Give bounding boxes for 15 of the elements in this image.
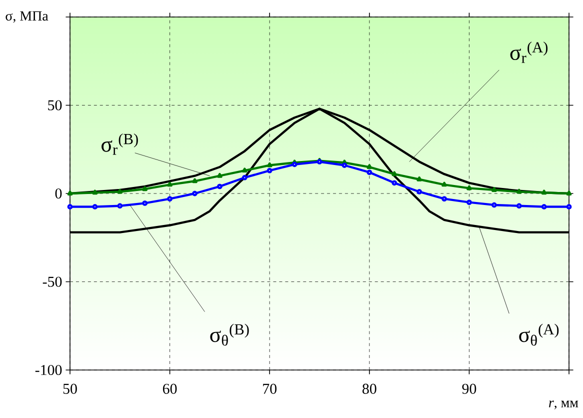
- y-tick-label: 0: [55, 188, 62, 199]
- y-axis-title: σ, МПа: [6, 11, 48, 23]
- x-tick-label: 70: [263, 384, 277, 394]
- y-tick-label: -100: [35, 364, 62, 376]
- annotation: σ$_{r}$(A): [510, 42, 548, 63]
- y-tick-label: -50: [42, 276, 62, 287]
- x-tick-label: 80: [362, 384, 376, 394]
- annotation: σ$_{r}$(B): [102, 133, 138, 155]
- x-axis-title: r, мм: [548, 400, 578, 410]
- annotation: σ$_{θ}$(B): [210, 324, 249, 346]
- x-tick-label: 90: [462, 384, 476, 394]
- y-tick-label: 50: [48, 100, 62, 110]
- x-tick-label: 50: [63, 384, 77, 394]
- annotation: σ$_{θ}$(A): [519, 324, 559, 346]
- x-tick-label: 60: [162, 384, 177, 394]
